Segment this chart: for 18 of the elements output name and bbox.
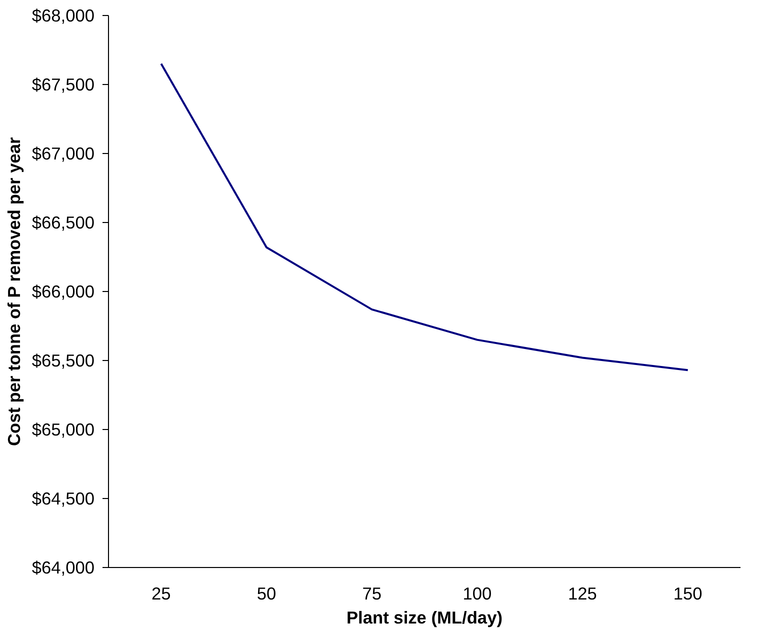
y-tick-label: $66,000 [32,282,95,302]
y-tick-label: $64,000 [32,558,95,578]
y-tick-label: $67,000 [32,144,95,164]
x-tick-label: 50 [256,584,276,604]
y-tick-label: $64,500 [32,488,95,508]
x-axis-title: Plant size (ML/day) [346,608,502,628]
x-tick-label: 25 [152,584,171,604]
x-tick-label: 150 [673,584,702,604]
line-series [160,62,689,372]
y-axis-title: Cost per tonne of P removed per year [4,137,24,446]
y-tick-label: $68,000 [32,6,95,26]
x-tick-label: 100 [462,584,492,604]
y-tick-label: $65,000 [32,420,95,440]
y-tick-label: $66,500 [32,212,95,232]
y-tick-label: $67,500 [32,74,95,94]
x-tick-label: 75 [362,584,382,604]
x-tick-label: 125 [568,584,597,604]
y-tick-label: $65,500 [32,350,95,370]
